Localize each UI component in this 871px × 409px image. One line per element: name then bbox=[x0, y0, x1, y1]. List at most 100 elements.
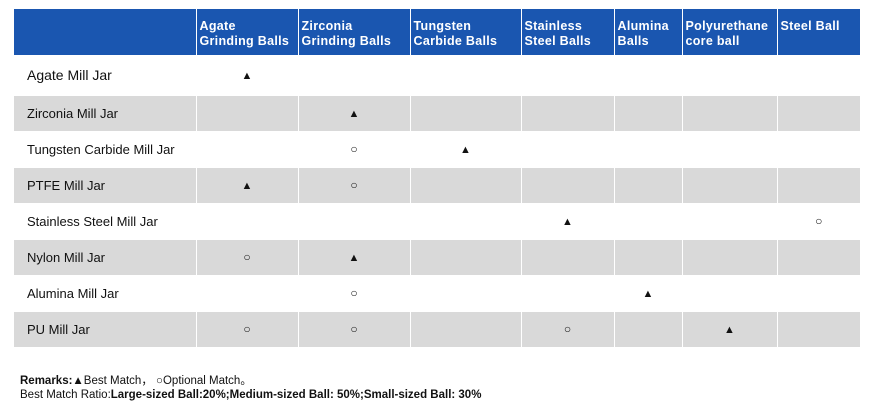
best-match-icon: ▲ bbox=[460, 144, 471, 156]
row-label: Alumina Mill Jar bbox=[14, 274, 197, 311]
optional-match-icon: ○ bbox=[563, 322, 572, 337]
cell-polyurethane-core-ball bbox=[682, 130, 778, 167]
cell-stainless-steel-balls bbox=[521, 130, 615, 167]
remarks-prefix: Remarks: bbox=[20, 375, 73, 387]
cell-polyurethane-core-ball bbox=[682, 54, 778, 95]
table-row: Agate Mill Jar ▲ bbox=[14, 54, 860, 95]
cell-tungsten-carbide-balls bbox=[410, 310, 522, 347]
cell-tungsten-carbide-balls bbox=[410, 54, 522, 95]
best-match-icon: ▲ bbox=[642, 288, 654, 300]
header-tungsten-carbide-balls: Tungsten Carbide Balls bbox=[410, 9, 522, 55]
cell-zirconia-balls: ▲ bbox=[298, 238, 411, 275]
cell-tungsten-carbide-balls bbox=[410, 94, 522, 131]
cell-steel-ball bbox=[777, 310, 860, 347]
cell-alumina-balls bbox=[614, 238, 683, 275]
table-row: Alumina Mill Jar ○ ▲ bbox=[14, 274, 860, 311]
table-body: Agate Mill Jar ▲ Zirconia Mill Jar ▲ Tungste… bbox=[14, 54, 860, 347]
row-label: PU Mill Jar bbox=[14, 310, 197, 347]
cell-alumina-balls bbox=[614, 54, 683, 95]
cell-zirconia-balls: ○ bbox=[298, 130, 411, 167]
cell-agate-balls: ▲ bbox=[196, 54, 299, 95]
optional-match-icon: ○ bbox=[815, 214, 823, 228]
cell-stainless-steel-balls bbox=[521, 238, 615, 275]
remarks-line-legend: Remarks:▲Best Match， ○Optional Match。 bbox=[20, 374, 481, 388]
compatibility-table: Agate Grinding Balls Zirconia Grinding B… bbox=[14, 9, 860, 347]
row-label: Nylon Mill Jar bbox=[14, 238, 197, 275]
header-row: Agate Grinding Balls Zirconia Grinding B… bbox=[14, 9, 860, 55]
optional-match-icon: ○ bbox=[243, 250, 251, 264]
cell-agate-balls: ○ bbox=[196, 238, 299, 275]
header-corner bbox=[14, 9, 197, 55]
row-label: Agate Mill Jar bbox=[14, 54, 197, 95]
cell-steel-ball bbox=[777, 54, 860, 95]
cell-agate-balls bbox=[196, 202, 299, 239]
cell-alumina-balls bbox=[614, 130, 683, 167]
cell-tungsten-carbide-balls bbox=[410, 238, 522, 275]
best-match-icon: ▲ bbox=[348, 252, 360, 264]
row-label: Tungsten Carbide Mill Jar bbox=[14, 130, 197, 167]
cell-zirconia-balls bbox=[298, 54, 411, 95]
row-label: Zirconia Mill Jar bbox=[14, 94, 197, 131]
header-steel-ball: Steel Ball bbox=[777, 9, 860, 55]
cell-alumina-balls bbox=[614, 202, 683, 239]
row-label: Stainless Steel Mill Jar bbox=[14, 202, 197, 239]
best-match-icon: ▲ bbox=[562, 216, 573, 228]
best-match-icon: ▲ bbox=[241, 70, 253, 82]
cell-zirconia-balls: ○ bbox=[298, 166, 411, 203]
cell-steel-ball bbox=[777, 94, 860, 131]
cell-stainless-steel-balls bbox=[521, 274, 615, 311]
header-polyurethane-core-ball: Polyurethane core ball bbox=[682, 9, 778, 55]
cell-steel-ball bbox=[777, 130, 860, 167]
table-row: PTFE Mill Jar ▲ ○ bbox=[14, 166, 860, 203]
cell-steel-ball: ○ bbox=[777, 202, 860, 239]
cell-steel-ball bbox=[777, 274, 860, 311]
optional-match-icon: ○ bbox=[350, 142, 358, 156]
remarks: Remarks:▲Best Match， ○Optional Match。 Be… bbox=[20, 374, 481, 402]
table-row: Tungsten Carbide Mill Jar ○ ▲ bbox=[14, 130, 860, 167]
table-row: Zirconia Mill Jar ▲ bbox=[14, 94, 860, 131]
cell-polyurethane-core-ball bbox=[682, 166, 778, 203]
cell-tungsten-carbide-balls bbox=[410, 202, 522, 239]
best-match-icon: ▲ bbox=[724, 324, 735, 337]
cell-polyurethane-core-ball bbox=[682, 94, 778, 131]
ratio-prefix: Best Match Ratio: bbox=[20, 389, 111, 401]
table-row: PU Mill Jar ○ ○ ○ ▲ bbox=[14, 310, 860, 347]
best-match-legend: ▲Best Match， bbox=[72, 375, 153, 387]
cell-polyurethane-core-ball bbox=[682, 274, 778, 311]
cell-stainless-steel-balls: ▲ bbox=[521, 202, 615, 239]
best-match-icon: ▲ bbox=[241, 180, 253, 192]
cell-zirconia-balls: ○ bbox=[298, 274, 411, 311]
cell-agate-balls bbox=[196, 94, 299, 131]
header-alumina-balls: Alumina Balls bbox=[614, 9, 683, 55]
row-label: PTFE Mill Jar bbox=[14, 166, 197, 203]
cell-agate-balls: ○ bbox=[196, 310, 299, 347]
cell-tungsten-carbide-balls: ▲ bbox=[410, 130, 522, 167]
optional-match-icon: ○ bbox=[350, 286, 358, 300]
cell-zirconia-balls: ○ bbox=[298, 310, 411, 347]
cell-zirconia-balls: ▲ bbox=[298, 94, 411, 131]
cell-stainless-steel-balls: ○ bbox=[521, 310, 615, 347]
cell-agate-balls bbox=[196, 130, 299, 167]
cell-stainless-steel-balls bbox=[521, 166, 615, 203]
cell-polyurethane-core-ball bbox=[682, 202, 778, 239]
header-zirconia-balls: Zirconia Grinding Balls bbox=[298, 9, 411, 55]
cell-polyurethane-core-ball: ▲ bbox=[682, 310, 778, 347]
cell-alumina-balls bbox=[614, 94, 683, 131]
cell-steel-ball bbox=[777, 238, 860, 275]
cell-alumina-balls: ▲ bbox=[614, 274, 683, 311]
cell-agate-balls: ▲ bbox=[196, 166, 299, 203]
best-match-icon: ▲ bbox=[348, 108, 360, 120]
cell-tungsten-carbide-balls bbox=[410, 274, 522, 311]
cell-agate-balls bbox=[196, 274, 299, 311]
cell-stainless-steel-balls bbox=[521, 54, 615, 95]
cell-alumina-balls bbox=[614, 310, 683, 347]
cell-stainless-steel-balls bbox=[521, 94, 615, 131]
table-row: Nylon Mill Jar ○ ▲ bbox=[14, 238, 860, 275]
ratio-values: Large-sized Ball:20%;Medium-sized Ball: … bbox=[110, 389, 482, 401]
header-stainless-steel-balls: Stainless Steel Balls bbox=[521, 9, 615, 55]
remarks-line-ratio: Best Match Ratio:Large-sized Ball:20%;Me… bbox=[20, 388, 481, 402]
optional-match-icon: ○ bbox=[350, 178, 358, 192]
optional-match-icon: ○ bbox=[350, 322, 358, 337]
cell-alumina-balls bbox=[614, 166, 683, 203]
optional-match-legend: ○Optional Match。 bbox=[156, 375, 252, 387]
